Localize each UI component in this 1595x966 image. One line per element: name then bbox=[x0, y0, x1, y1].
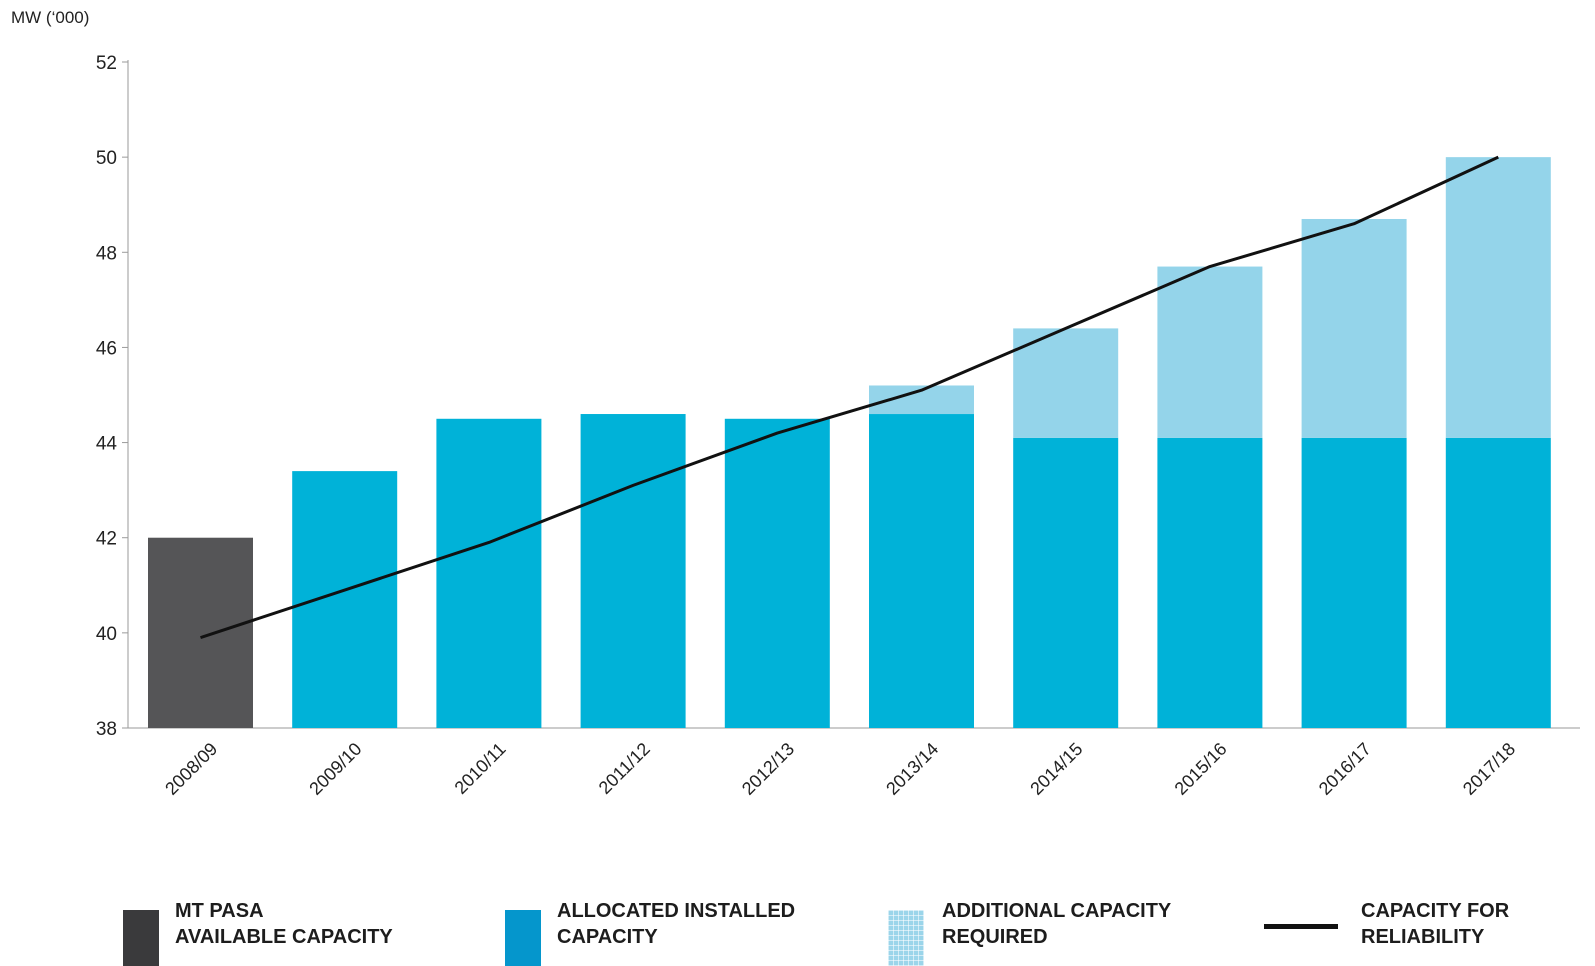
legend-swatch-reliability bbox=[1264, 924, 1338, 929]
legend-label-allocated: ALLOCATED INSTALLED CAPACITY bbox=[557, 900, 796, 948]
bar-additional-capacity bbox=[1445, 157, 1551, 438]
legend-label-mt-pasa: MT PASA AVAILABLE CAPACITY bbox=[175, 900, 393, 948]
legend-swatch-additional bbox=[888, 910, 924, 966]
y-tick-label: 52 bbox=[96, 53, 117, 74]
x-tick-label: 2017/18 bbox=[1459, 739, 1519, 799]
x-tick-label: 2013/14 bbox=[882, 739, 942, 799]
bar-allocated-installed bbox=[292, 471, 398, 728]
x-tick-label: 2012/13 bbox=[738, 739, 798, 799]
bar-allocated-installed bbox=[1013, 437, 1119, 728]
bar-allocated-installed bbox=[1157, 437, 1263, 728]
bar-allocated-installed bbox=[724, 418, 830, 728]
x-tick-label: 2015/16 bbox=[1171, 739, 1231, 799]
legend-label-reliability: CAPACITY FOR RELIABILITY bbox=[1361, 900, 1510, 948]
bar-allocated-installed bbox=[580, 414, 686, 728]
bar-additional-capacity bbox=[1301, 218, 1407, 438]
x-tick-label: 2008/09 bbox=[161, 739, 221, 799]
line-capacity-for-reliability bbox=[200, 155, 1499, 640]
y-tick-label: 46 bbox=[96, 338, 117, 359]
bar-additional-capacity bbox=[1013, 328, 1119, 438]
bar-mt-pasa bbox=[148, 537, 253, 728]
bar-allocated-installed bbox=[869, 414, 974, 728]
y-tick-label: 48 bbox=[96, 243, 117, 264]
legend-swatch-allocated bbox=[505, 910, 541, 966]
chart-legend: MT PASA AVAILABLE CAPACITY ALLOCATED INST… bbox=[0, 898, 1595, 966]
y-tick-label: 40 bbox=[96, 624, 117, 645]
x-tick-label: 2009/10 bbox=[305, 739, 365, 799]
x-tick-label: 2010/11 bbox=[451, 739, 510, 798]
bar-additional-capacity bbox=[1157, 266, 1263, 438]
y-tick-label: 50 bbox=[96, 148, 117, 169]
legend-swatch-mt-pasa bbox=[123, 910, 159, 966]
x-tick-label: 2016/17 bbox=[1315, 739, 1375, 799]
y-tick-label: 44 bbox=[96, 434, 118, 455]
bar-allocated-installed bbox=[1301, 437, 1407, 728]
y-tick-label: 42 bbox=[96, 529, 117, 550]
x-tick-label: 2014/15 bbox=[1026, 739, 1086, 799]
y-tick-label: 38 bbox=[96, 719, 117, 740]
bar-allocated-installed bbox=[1445, 437, 1551, 728]
x-tick-label: 2011/12 bbox=[595, 739, 654, 798]
bar-allocated-installed bbox=[436, 418, 542, 728]
legend-label-additional: ADDITIONAL CAPACITY REQUIRED bbox=[942, 900, 1172, 948]
y-axis-label: MW (‘000) bbox=[11, 8, 90, 27]
